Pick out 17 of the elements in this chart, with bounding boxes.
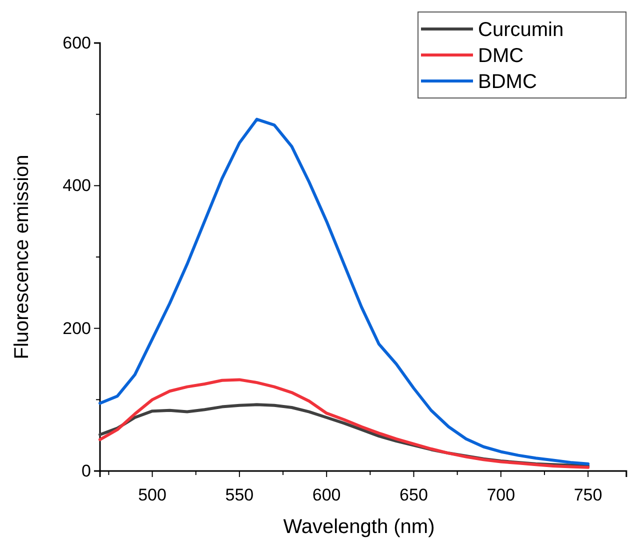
x-tick-label: 650	[400, 485, 428, 504]
line-series	[98, 118, 590, 466]
x-tick-label: 550	[225, 485, 254, 504]
line-series	[98, 378, 590, 469]
y-tick-label: 400	[62, 176, 91, 196]
legend-label: DMC	[478, 45, 524, 67]
x-tick-label: 700	[486, 485, 516, 504]
y-tick-label: 600	[62, 33, 91, 52]
legend-label: BDMC	[478, 71, 537, 93]
x-tick-label: 750	[574, 485, 602, 504]
x-tick-label: 500	[138, 485, 166, 504]
y-tick-label: 0	[82, 461, 91, 480]
x-axis-title: Wavelength (nm)	[283, 516, 435, 538]
y-tick-label: 200	[62, 318, 91, 338]
y-axis-title: Fluorescence emission	[11, 154, 33, 360]
x-tick-label: 600	[312, 485, 341, 504]
legend-label: Curcumin	[478, 19, 564, 41]
